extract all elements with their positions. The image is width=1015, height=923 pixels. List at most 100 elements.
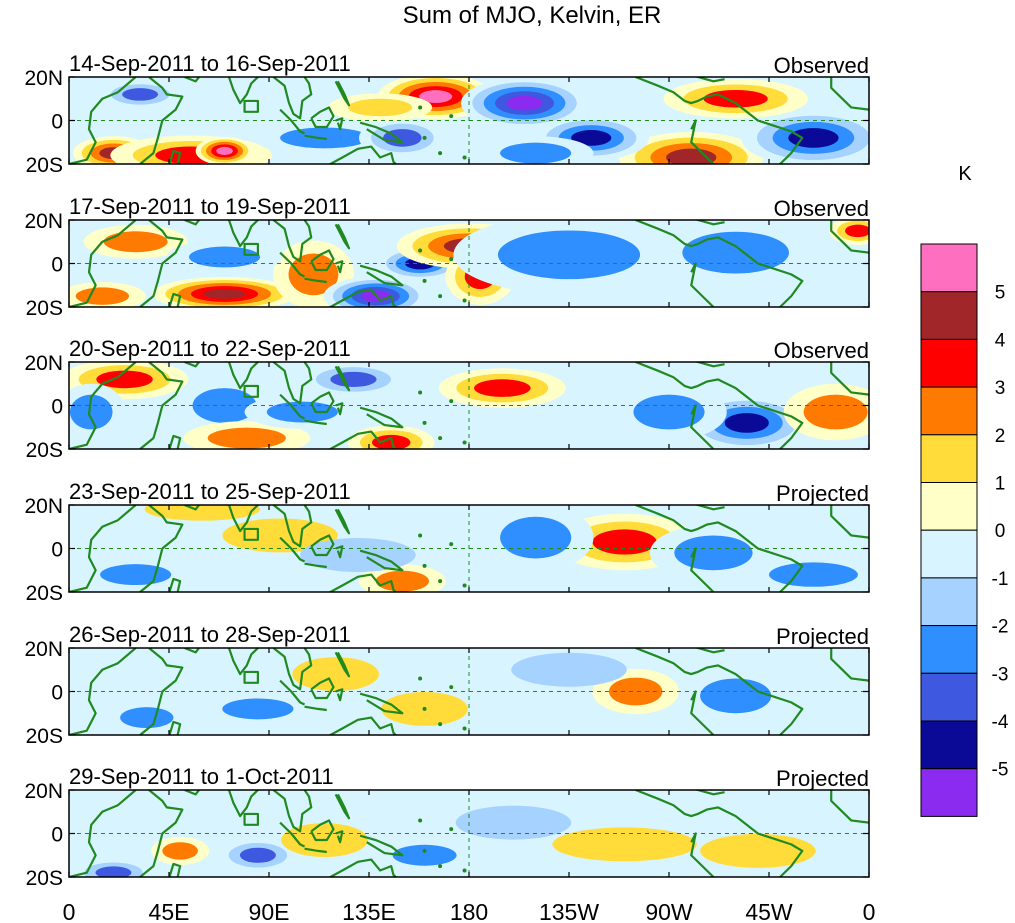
contour-blob xyxy=(222,698,294,720)
coastline-india xyxy=(225,362,260,390)
coastline-south-america xyxy=(635,77,804,164)
island-dot xyxy=(462,440,467,445)
contour-blob xyxy=(724,413,769,433)
island-dot xyxy=(422,278,427,283)
coastline-borneo xyxy=(310,819,335,842)
contour-blob xyxy=(474,379,531,397)
colorbar-swatch xyxy=(920,672,978,722)
coastline-sulawesi xyxy=(335,830,344,844)
panel-field xyxy=(69,362,869,449)
contour-blob xyxy=(700,833,816,868)
coastline-philippines xyxy=(334,80,351,107)
coastline-madagascar xyxy=(168,577,182,592)
colorbar-swatch xyxy=(920,291,978,340)
y-tick-label: 0 xyxy=(51,682,63,705)
coastline-philippines xyxy=(334,508,351,535)
coastline-indochina xyxy=(272,505,313,548)
coastline-australia xyxy=(328,288,398,307)
colorbar: K 5 4 3 2 1 0 -1 -2 -3 -4 -5 xyxy=(920,163,1009,817)
contour-blob xyxy=(122,88,159,101)
coastline-peru xyxy=(690,404,715,449)
x-tick-label: 45W xyxy=(745,899,793,923)
coastline-australia xyxy=(328,430,398,449)
island-dot xyxy=(418,533,423,538)
contour-blob xyxy=(216,146,233,155)
coastline-java xyxy=(304,847,327,854)
panel-type-label: Observed xyxy=(774,196,869,221)
coastline-sumatra xyxy=(279,821,306,848)
colorbar-swatch xyxy=(920,243,978,293)
colorbar-swatch xyxy=(920,338,978,388)
contour-blob xyxy=(674,535,753,571)
coastline-borneo xyxy=(310,249,335,272)
panel-date-range: 29-Sep-2011 to 1-Oct-2011 xyxy=(69,764,334,789)
coastline-south-america xyxy=(635,790,804,877)
contour-blob xyxy=(239,847,276,863)
contour-blob xyxy=(769,562,858,587)
coastline-peru xyxy=(690,119,715,164)
coastline-philippines xyxy=(334,793,351,820)
colorbar-swatch xyxy=(920,529,978,579)
contour-blob xyxy=(700,678,772,714)
island-dot xyxy=(438,579,443,584)
coastline-east-africa xyxy=(139,505,184,592)
island-dot xyxy=(418,676,423,681)
coastline-borneo xyxy=(310,677,335,700)
y-tick-label: 20S xyxy=(26,297,63,320)
chart-title: Sum of MJO, Kelvin, ER xyxy=(403,2,662,29)
coastline-west-africa xyxy=(830,220,869,254)
panel-1: 20N 0 20S 14-Sep-2011 to 16-Sep-2011 Observe… xyxy=(24,51,870,177)
island-dot xyxy=(422,848,427,853)
coastline-madagascar xyxy=(168,292,182,307)
coastline-east-africa xyxy=(139,648,184,735)
coastline-arabia xyxy=(184,77,201,83)
coastline-east-africa xyxy=(139,220,184,307)
colorbar-label: 5 xyxy=(995,283,1006,304)
coastline-east-africa xyxy=(139,790,184,877)
x-tick-label: 135W xyxy=(539,899,599,923)
coastline-caribbean xyxy=(669,362,725,368)
contour-blob xyxy=(500,516,572,559)
contour-blob xyxy=(189,246,261,268)
x-tick-label: 0 xyxy=(63,899,76,923)
coastline-west-africa xyxy=(830,648,869,682)
colorbar-label: -5 xyxy=(992,760,1009,781)
coastline-africa xyxy=(69,790,137,877)
contour-blob xyxy=(666,148,717,164)
island-dot xyxy=(418,818,423,823)
coastline-africa xyxy=(69,505,137,592)
panel-4: 20N 0 20S 23-Sep-2011 to 25-Sep-2011 Project… xyxy=(24,479,870,605)
colorbar-units-label: K xyxy=(958,163,972,185)
panel-date-range: 20-Sep-2011 to 22-Sep-2011 xyxy=(69,336,351,361)
colorbar-swatch xyxy=(920,386,978,436)
island-dot xyxy=(449,827,454,832)
island-dot xyxy=(462,583,467,588)
coastline-madagascar xyxy=(168,434,182,449)
y-tick-label: 0 xyxy=(51,396,63,419)
box-sri-lanka xyxy=(243,812,259,826)
panels: 20N 0 20S 14-Sep-2011 to 16-Sep-2011 Observe… xyxy=(24,51,870,890)
x-tick-label: 180 xyxy=(450,899,488,923)
box-sri-lanka xyxy=(243,99,259,113)
coastline-sulawesi xyxy=(335,402,344,416)
island-dot xyxy=(449,257,454,262)
contour-blob xyxy=(162,842,198,860)
contour-blob xyxy=(682,231,790,274)
coastline-borneo xyxy=(310,534,335,557)
coastline-new-guinea xyxy=(359,834,404,857)
colorbar-label: 4 xyxy=(995,330,1006,351)
y-tick-label: 20N xyxy=(24,495,63,518)
y-tick-label: 20N xyxy=(24,210,63,233)
coastline-sumatra xyxy=(279,679,306,706)
coastline-java xyxy=(304,277,327,284)
coastline-caribbean xyxy=(669,220,725,226)
panel-3: 20N 0 20S 20-Sep-2011 to 22-Sep-2011 Observe… xyxy=(24,336,870,462)
panel-date-range: 23-Sep-2011 to 25-Sep-2011 xyxy=(69,479,351,504)
contour-blob xyxy=(222,518,338,553)
contour-blob xyxy=(103,231,168,253)
panel-2: 20N 0 20S 17-Sep-2011 to 19-Sep-2011 Observe… xyxy=(24,194,870,320)
contour-blob xyxy=(203,289,246,299)
contour-blob xyxy=(497,230,641,280)
coastline-africa xyxy=(69,648,137,735)
contour-blob xyxy=(633,394,705,430)
